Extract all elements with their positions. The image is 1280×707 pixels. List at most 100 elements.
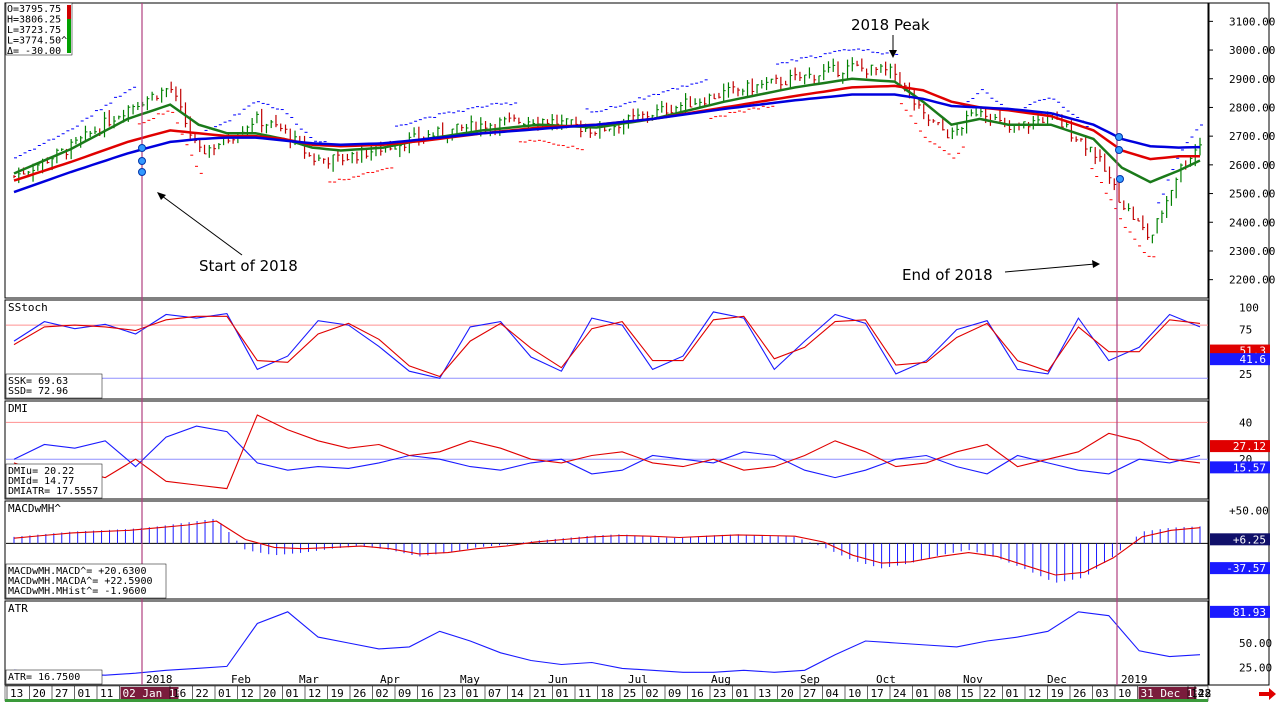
start-arrowhead (157, 192, 166, 200)
date-tick-label: 01 (286, 687, 299, 700)
month-label: Mar (299, 673, 319, 686)
month-label: Apr (380, 673, 400, 686)
annotation-end-2018: End of 2018 (902, 266, 993, 284)
price-tick-label: 2300.00 (1229, 245, 1275, 258)
panel-title-dmi: DMI (8, 402, 28, 415)
date-tick-label: 17 (871, 687, 884, 700)
date-highlight (1138, 687, 1197, 699)
readout-box-atr: ATR= 16.7500 (5, 669, 103, 685)
date-tick-label: 12 (308, 687, 321, 700)
intersection-dot (1115, 133, 1123, 141)
price-tick-label: 2400.00 (1229, 216, 1275, 229)
date-tick-label: 16 (173, 687, 186, 700)
date-highlight (120, 687, 179, 699)
price-tick-label: 2700.00 (1229, 130, 1275, 143)
right-value-badge (1210, 353, 1270, 366)
date-tick-label: 07 (488, 687, 501, 700)
intersection-dot (138, 168, 146, 176)
date-tick-label: 16 (691, 687, 704, 700)
price-tick-label: 2900.00 (1229, 73, 1275, 86)
date-tick-label: 22 (196, 687, 209, 700)
intersection-dot (138, 157, 146, 165)
month-label: Oct (876, 673, 896, 686)
panel-title-macd: MACDwMH^ (8, 502, 61, 515)
right-value-badge (1210, 562, 1270, 575)
readout-line: MACDwMH.MACD^= +20.6300 (8, 566, 146, 577)
intersection-dot (1115, 146, 1123, 154)
month-label: Feb (231, 673, 251, 686)
date-tick-label: 23 (713, 687, 726, 700)
date-tick-label: 03 (1096, 687, 1109, 700)
tick-label-sstoch: 25 (1239, 368, 1252, 381)
series-dmi_up (13, 425, 1201, 479)
series-atr (13, 611, 1201, 676)
ohlc-line: Δ= -30.00 (7, 46, 61, 57)
ohlc-color-bar (67, 5, 71, 53)
date-tick-label: 22 (1198, 687, 1211, 700)
ohlc-line: L=3774.50^ (7, 36, 67, 47)
macd-signal-line (13, 520, 1201, 576)
readout-line: MACDwMH.MHist^= -1.9600 (8, 586, 146, 597)
right-value-text: -37.57 (1226, 562, 1266, 575)
intersection-dot (1116, 175, 1124, 183)
date-tick-label: 27 (55, 687, 68, 700)
tick-label-atr: 25.00 (1239, 661, 1272, 674)
panel-title-atr: ATR (8, 602, 28, 615)
price-tick-label: 2800.00 (1229, 101, 1275, 114)
date-tick-label: 18 (601, 687, 614, 700)
tick-label-macd: +50.00 (1229, 505, 1269, 518)
date-tick-label: 11 (100, 687, 113, 700)
month-label: Sep (800, 673, 820, 686)
right-value-badge (1210, 533, 1270, 546)
date-tick-label: 02 (376, 687, 389, 700)
date-tick-label: 10 (848, 687, 861, 700)
date-tick-label: 01 (218, 687, 231, 700)
right-value-text: 81.93 (1233, 606, 1266, 619)
tick-label-sstoch: 100 (1239, 301, 1259, 314)
price-tick-label: 2600.00 (1229, 159, 1275, 172)
annotation-start-2018: Start of 2018 (199, 257, 298, 275)
date-tick-label: 26 (1073, 687, 1086, 700)
date-tick-label: 01 (736, 687, 749, 700)
date-tick-label: 22 (983, 687, 996, 700)
readout-line: MACDwMH.MACDA^= +22.5900 (8, 576, 153, 587)
date-tick-label: 16 (421, 687, 434, 700)
month-label: 2018 (146, 673, 173, 686)
month-label: May (460, 673, 480, 686)
moving-average-ma_fast (13, 77, 1201, 184)
panel-title-sstoch: SStoch (8, 301, 48, 314)
right-value-text: 27.12 (1233, 440, 1266, 453)
month-label: Jun (548, 673, 568, 686)
right-value-text: 15.57 (1233, 461, 1266, 474)
date-tick-label: 21 (533, 687, 546, 700)
ohlc-box-frame (5, 2, 73, 56)
date-tick-label: 02 (646, 687, 659, 700)
date-tick-label: 10 (1118, 687, 1131, 700)
month-label: Dec (1047, 673, 1067, 686)
right-value-badge (1210, 605, 1270, 618)
moving-average-ma_slow (13, 93, 1201, 194)
right-value-text: +6.25 (1233, 533, 1266, 546)
date-axis-bar (5, 699, 1208, 702)
readout-line: DMId= 14.77 (8, 476, 74, 487)
scroll-right-arrow (1259, 688, 1276, 700)
date-tick-label: 12 (241, 687, 254, 700)
readout-frame (5, 669, 103, 685)
date-tick-label: 20 (33, 687, 46, 700)
readout-line: ATR= 16.7500 (8, 672, 80, 683)
date-tick-label: 01 (78, 687, 91, 700)
date-tick-label: 01 (1006, 687, 1019, 700)
end-arrow (1004, 263, 1096, 273)
date-tick-label: 27 (803, 687, 816, 700)
date-tick-label: 23 (443, 687, 456, 700)
date-tick-label: 24 (893, 687, 907, 700)
intersection-dot (138, 144, 146, 152)
start-arrow (157, 192, 243, 256)
annotation-2018-peak: 2018 Peak (851, 16, 930, 34)
date-tick-label: 14 (511, 687, 525, 700)
price-tick-label: 2200.00 (1229, 274, 1275, 287)
date-tick-label: 09 (398, 687, 411, 700)
readout-line: DMIATR= 17.5557 (8, 486, 98, 497)
